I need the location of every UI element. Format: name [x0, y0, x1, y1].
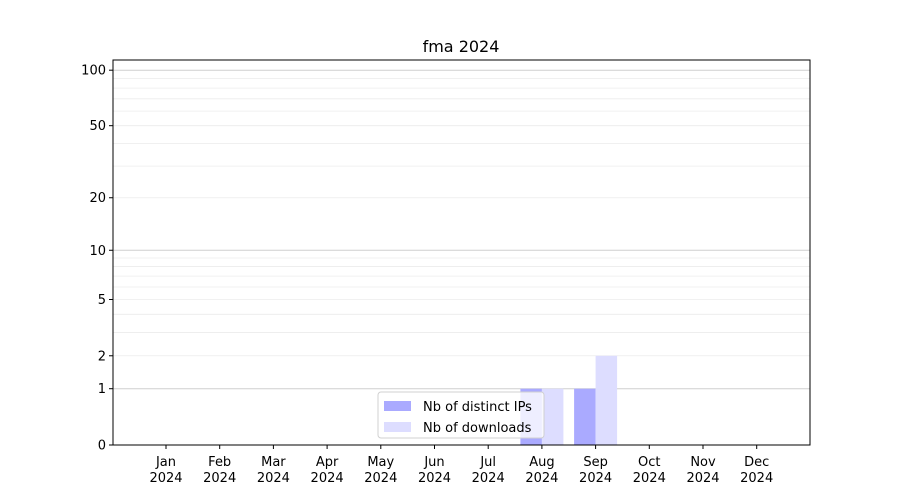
x-tick-label: Sep 2024: [579, 455, 612, 486]
y-tick-label: 1: [98, 382, 106, 397]
legend-label: Nb of distinct IPs: [423, 400, 532, 415]
x-tick-label: Nov 2024: [686, 455, 719, 486]
plot-frame: [112, 59, 811, 446]
x-tick-label: Aug 2024: [525, 455, 558, 486]
x-tick-label: Dec 2024: [740, 455, 773, 486]
y-tick-label: 50: [89, 119, 106, 134]
bar-downloads: [595, 355, 618, 445]
x-tick-label: Jul 2024: [472, 455, 505, 486]
y-tick-label: 5: [98, 293, 106, 308]
legend-box: [377, 391, 545, 439]
y-tick-label: 2: [98, 349, 106, 364]
x-tick-label: Jan 2024: [149, 455, 182, 486]
legend-swatch: [384, 422, 411, 432]
y-tick-label: 0: [98, 439, 106, 454]
x-tick-label: Oct 2024: [633, 455, 666, 486]
y-tick-label: 10: [89, 244, 106, 259]
y-tick-label: 100: [81, 64, 106, 79]
x-tick-label: Apr 2024: [311, 455, 344, 486]
x-tick-label: Jun 2024: [418, 455, 451, 486]
chart-title: fma 2024: [423, 37, 500, 56]
x-tick-label: Mar 2024: [257, 455, 290, 486]
bar-distinct-ips: [574, 388, 596, 445]
y-tick-label: 20: [89, 191, 106, 206]
legend-swatch: [384, 401, 411, 411]
legend-label: Nb of downloads: [423, 421, 532, 436]
x-tick-label: Feb 2024: [203, 455, 236, 486]
bar-downloads: [541, 388, 564, 445]
x-tick-label: May 2024: [364, 455, 397, 486]
